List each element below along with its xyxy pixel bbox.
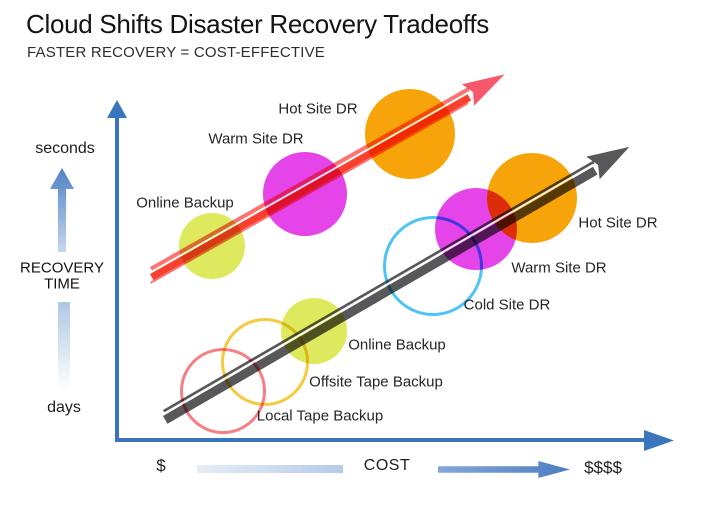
y-axis-bottom-tick: days: [47, 399, 81, 416]
bubble-label-warm-site-dr: Warm Site DR: [511, 259, 607, 277]
bubble-label-local-tape-backup: Local Tape Backup: [256, 407, 384, 425]
x-axis-line: [115, 438, 647, 442]
bubble-label-offsite-tape-backup: Offsite Tape Backup: [309, 373, 443, 391]
page-subtitle: FASTER RECOVERY = COST-EFFECTIVE: [27, 44, 325, 61]
bubble-label-hot-site-dr: Hot Site DR: [578, 214, 658, 232]
y-axis-label-line2: TIME: [44, 275, 80, 292]
bubble-label-cold-site-dr: Cold Site DR: [463, 296, 551, 314]
bubble-label-warm-site-dr: Warm Site DR: [208, 130, 304, 148]
y-axis-top-tick: seconds: [35, 140, 95, 157]
bubble-label-hot-site-dr: Hot Site DR: [278, 100, 358, 118]
x-axis-label: COST: [363, 457, 411, 474]
page-title: Cloud Shifts Disaster Recovery Tradeoffs: [26, 9, 489, 39]
cost-gradient-bar: [197, 465, 343, 473]
x-axis-min-tick: $: [156, 456, 166, 475]
y-axis-line: [115, 116, 119, 442]
bubble-label-online-backup: Online Backup: [136, 194, 234, 212]
bubble-label-online-backup: Online Backup: [348, 336, 446, 354]
x-axis-max-tick: $$$$: [584, 458, 622, 477]
recovery-gradient-bar: [58, 302, 70, 390]
y-axis-label-line1: RECOVERY: [20, 259, 104, 277]
y-axis-label: RECOVERY TIME: [20, 260, 104, 292]
